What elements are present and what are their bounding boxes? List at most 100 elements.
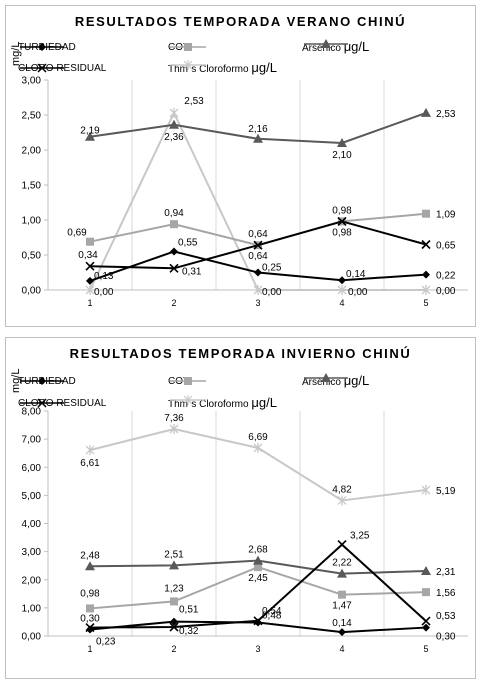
series-thm-s-cloroformo (85, 424, 431, 506)
legend-unit: μg/L (343, 39, 370, 54)
data-point-marker (253, 133, 263, 143)
data-point-marker (170, 597, 178, 606)
legend-item-arsenico: Arsénico μg/L (302, 39, 369, 54)
data-point-marker (253, 555, 263, 565)
x-tick-label: 5 (423, 298, 428, 308)
data-label: 2,53 (436, 109, 456, 120)
data-point-marker (253, 285, 263, 295)
data-label: 0,32 (179, 626, 199, 637)
legend-marker-triangle-icon (304, 39, 348, 48)
data-point-marker (254, 563, 262, 572)
data-label: 0,64 (248, 229, 268, 240)
data-label: 2,19 (80, 126, 100, 137)
data-point-marker (421, 566, 431, 576)
data-point-marker (86, 276, 94, 285)
data-label: 0,14 (332, 618, 352, 629)
data-label: 2,36 (164, 132, 184, 143)
data-label: 2,68 (248, 545, 268, 556)
data-point-marker (421, 485, 431, 496)
legend-unit: μg/L (251, 395, 277, 410)
data-label: 0,34 (78, 250, 98, 261)
data-point-marker (253, 442, 263, 453)
x-tick-label: 5 (423, 644, 428, 654)
data-label: 0,00 (94, 287, 114, 298)
x-tick-label: 3 (255, 298, 260, 308)
data-label: 0,00 (436, 286, 456, 297)
legend-label: Arsénico (302, 377, 341, 388)
plot-area: 0,00 0,50 1,00 1,50 2,00 2,50 3,00 1 2 3 4 5 0,13 0,5… (22, 76, 468, 308)
series-cot (86, 563, 430, 613)
data-point-marker (253, 616, 263, 626)
data-label: 0,13 (94, 271, 114, 282)
data-point-marker (85, 285, 95, 295)
data-point-marker (421, 239, 431, 250)
data-point-marker (337, 216, 347, 226)
legend-marker-diamond-icon (20, 43, 64, 51)
legend-unit: μg/L (251, 60, 277, 75)
data-point-marker (170, 617, 178, 626)
data-label: 0,65 (436, 241, 456, 252)
data-label: 6,69 (248, 432, 268, 443)
data-point-marker (86, 604, 94, 613)
data-point-marker (338, 276, 346, 285)
x-tick-label: 2 (171, 298, 176, 308)
legend-marker-star-icon (170, 60, 206, 70)
y-tick-label: 2,00 (22, 575, 42, 586)
data-label: 0,94 (164, 208, 184, 219)
data-label: 2,51 (164, 549, 184, 560)
data-label: 0,53 (436, 611, 456, 622)
data-point-marker (337, 568, 347, 578)
data-point-marker (170, 247, 178, 256)
legend-item-arsenico: Arsénico μg/L (302, 373, 369, 388)
data-point-marker (85, 561, 95, 571)
y-tick-label: 4,00 (22, 519, 42, 530)
data-point-marker (85, 261, 95, 271)
data-point-marker (85, 622, 95, 633)
data-point-marker (254, 268, 262, 277)
legend-label: Arsénico (302, 43, 341, 54)
y-tick-label: 6,00 (22, 463, 42, 474)
y-tick-label: 7,00 (22, 435, 42, 446)
legend-marker-x-icon (20, 63, 64, 73)
data-label: 2,53 (184, 96, 204, 107)
data-point-marker (337, 540, 347, 550)
y-tick-label: 1,00 (22, 216, 42, 227)
data-label: 0,23 (96, 637, 116, 648)
plot-area: 0,00 1,00 2,00 3,00 4,00 5,00 6,00 7,00 8,00 1 2 3 4… (22, 407, 468, 654)
data-point-marker (338, 590, 346, 599)
data-point-marker (85, 445, 95, 456)
y-tick-label: 0,00 (22, 632, 42, 643)
series-cloro-residual (85, 216, 431, 273)
legend-label: Thm´s Cloroformo (168, 399, 249, 410)
data-point-marker (169, 560, 179, 570)
series-thm-s-cloroformo (85, 107, 431, 295)
legend-item-cot: COT (168, 42, 206, 53)
data-label: 0,98 (332, 227, 352, 238)
data-label: 0,31 (182, 266, 202, 277)
data-label: 0,64 (248, 251, 268, 262)
data-label: 1,09 (436, 210, 456, 221)
y-tick-label: 3,00 (22, 547, 42, 558)
data-point-marker (85, 131, 95, 141)
y-tick-label: 2,00 (22, 146, 42, 157)
data-point-marker (170, 220, 178, 229)
legend-marker-x-icon (20, 398, 64, 408)
legend-item-turbiedad: TURBIEDAD (18, 42, 76, 53)
data-point-marker (337, 285, 347, 295)
data-point-marker (169, 622, 179, 632)
series-ars-nico (85, 555, 431, 578)
y-tick-label: 1,50 (22, 181, 42, 192)
legend-label: Thm´s Cloroformo (168, 64, 249, 75)
data-point-marker (86, 237, 94, 246)
data-point-marker (169, 424, 179, 434)
data-point-marker (422, 270, 430, 279)
y-tick-label: 0,00 (22, 286, 42, 297)
data-label: 1,56 (436, 588, 456, 599)
series-cloro-residual (85, 540, 431, 633)
x-tick-label: 1 (87, 298, 92, 308)
data-label: 2,16 (248, 124, 268, 135)
legend-marker-diamond-icon (20, 377, 64, 385)
data-label: 7,36 (164, 413, 184, 424)
y-tick-label: 1,00 (22, 603, 42, 614)
x-tick-label: 4 (339, 644, 344, 654)
